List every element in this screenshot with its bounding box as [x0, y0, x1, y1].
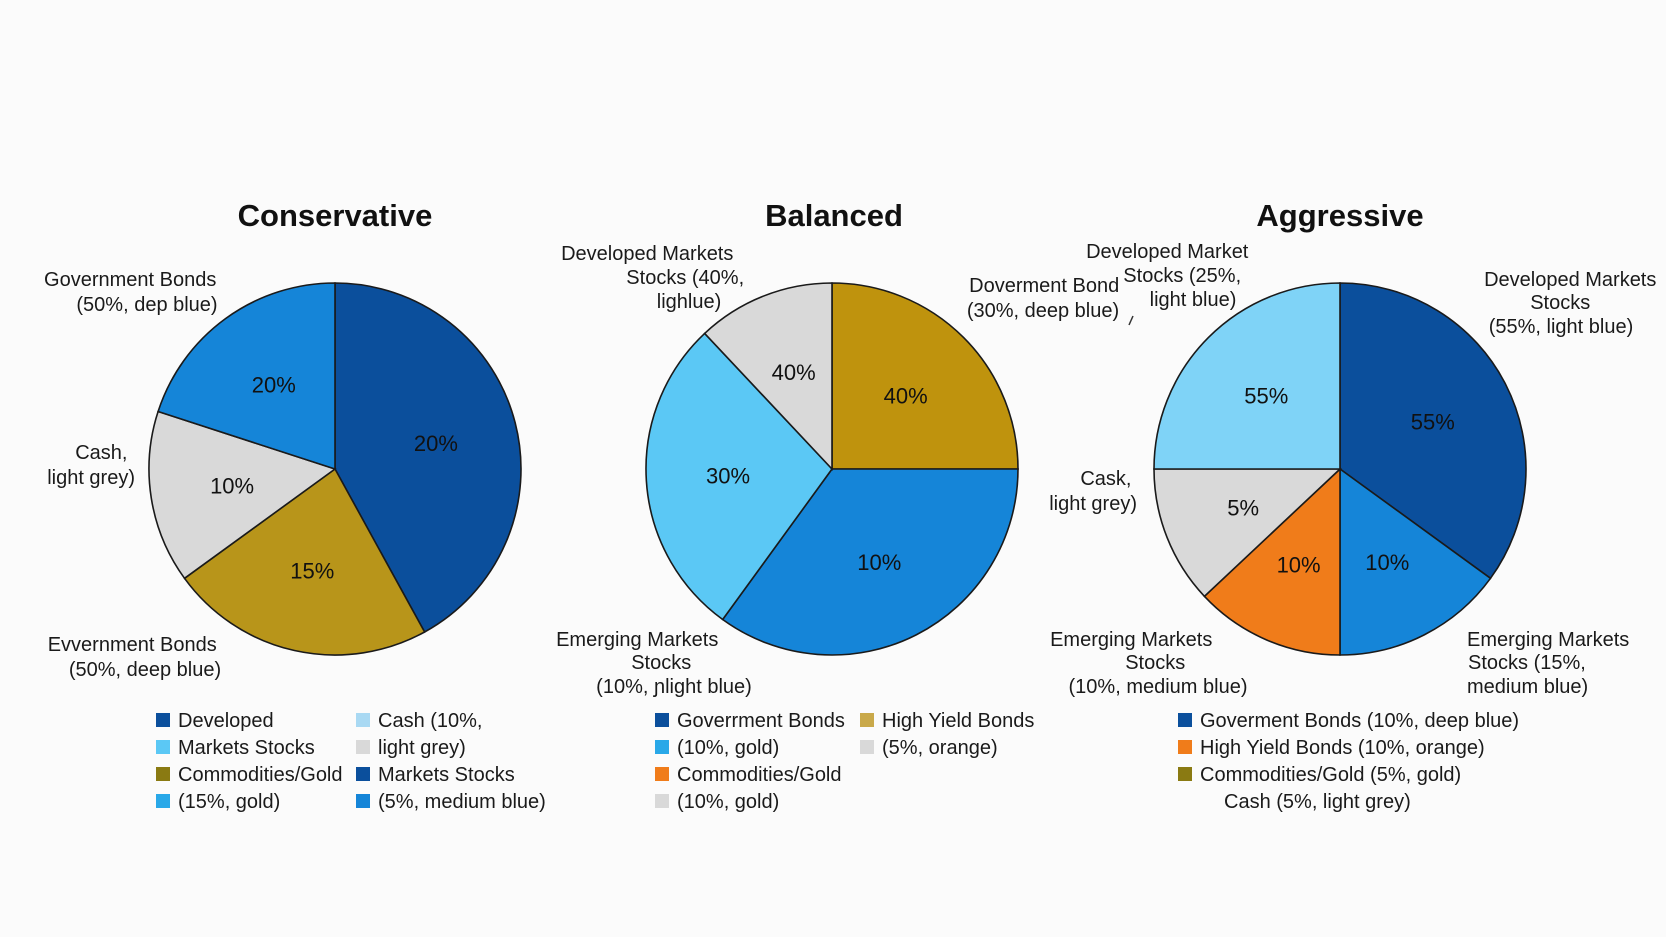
legend-label: Commodities/Gold (5%, gold)	[1200, 764, 1461, 786]
legend-label: Cash (10%,	[378, 710, 483, 732]
slice-value-label: 30%	[706, 464, 750, 489]
legend-label: Goverment Bonds (10%, deep blue)	[1200, 710, 1519, 732]
legend-swatch	[356, 794, 370, 808]
pie-balanced: 40% 10% 30% 40%	[645, 282, 1019, 656]
slice-value-label: 10%	[210, 473, 254, 498]
legend-label: (10%, gold)	[677, 791, 779, 813]
legend-swatch	[860, 713, 874, 727]
slice-value-label: 15%	[290, 559, 334, 584]
legend-swatch	[1178, 740, 1192, 754]
chart-title-aggressive: Aggressive	[1256, 198, 1423, 233]
callout-label: Developed Markets Stocks (40%, lighlue)	[561, 243, 750, 313]
callout-label: Emerging Markets Stocks (15%, medium blu…	[1467, 629, 1635, 698]
slice-value-label: 10%	[857, 550, 901, 575]
slice-value-label: 20%	[252, 373, 296, 398]
legend-label: High Yield Bonds (10%, orange)	[1200, 737, 1485, 759]
pie-slice-cash	[148, 410, 337, 580]
legend-swatch	[356, 767, 370, 781]
pie-conservative: 20% 15% 10% 20%	[148, 282, 522, 656]
callout-label: Evvernment Bonds (50%, deep blue)	[48, 634, 223, 681]
legend-swatch	[1178, 713, 1192, 727]
legend-swatch	[156, 740, 170, 754]
legend-label: Markets Stocks	[378, 764, 515, 786]
legend-swatch	[156, 794, 170, 808]
legend-label: light grey)	[378, 737, 466, 759]
pie-slice-developed-markets-stocks	[157, 282, 336, 471]
pie-slice-emerging-markets-stocks	[1339, 467, 1492, 656]
legend-label: Developed	[178, 710, 274, 732]
pie-slice-government-bonds	[721, 468, 1019, 656]
legend-swatch	[655, 740, 669, 754]
pie-slice-high-yield-bonds	[1203, 467, 1341, 656]
slice-value-label: 40%	[772, 360, 816, 385]
slice-value-label: 5%	[1227, 495, 1259, 520]
pie-slice-developed-markets-stocks	[1339, 282, 1527, 580]
pie-slice-cash	[703, 282, 833, 472]
legend-swatch	[356, 713, 370, 727]
legend-label: (15%, gold)	[178, 791, 280, 813]
pie-slice-developed-market-stocks	[1153, 282, 1341, 470]
slice-value-label: 55%	[1244, 383, 1288, 408]
legend-label: Commodities/Gold	[178, 764, 343, 786]
slice-value-label: 10%	[1277, 553, 1321, 578]
legend-swatch	[655, 767, 669, 781]
legend-label: (5%, orange)	[882, 737, 998, 759]
callout-label: Government Bonds (50%, dep blue)	[44, 269, 222, 316]
legend-swatch	[1178, 767, 1192, 781]
chart-title-balanced: Balanced	[765, 198, 903, 233]
pie-aggressive: 55% 10% 10% 5% 55%	[1153, 282, 1527, 656]
pie-slice-commodities-gold	[183, 467, 426, 656]
legend-label: High Yield Bonds	[882, 710, 1034, 732]
leader-line	[1128, 315, 1134, 326]
callout-label: Cash, light grey)	[47, 442, 135, 489]
pie-slice-emerging-markets-stocks	[645, 332, 834, 621]
slice-value-label: 10%	[1365, 550, 1409, 575]
callout-label: Cask, light grey)	[1049, 468, 1137, 515]
callout-label: Emerging Markets Stocks (10%, medium blu…	[1050, 629, 1247, 698]
legend-label: Commodities/Gold	[677, 764, 842, 786]
pie-slice-commodities-gold	[831, 282, 1019, 470]
legend-balanced: Goverrment Bonds (10%, gold) Commodities/G…	[655, 710, 1034, 813]
legend-swatch	[156, 713, 170, 727]
callout-label: Developed Market Stocks (25%, light blue…	[1086, 241, 1254, 311]
legend-swatch	[655, 713, 669, 727]
slice-value-label: 55%	[1411, 410, 1455, 435]
legend-conservative: Developed Markets Stocks Commodities/Gold (…	[156, 710, 546, 813]
legend-label: (5%, medium blue)	[378, 791, 546, 813]
legend-aggressive: Goverment Bonds (10%, deep blue) High Yie…	[1178, 710, 1519, 813]
slice-value-label: 40%	[884, 383, 928, 408]
legend-swatch	[356, 740, 370, 754]
legend-label: (10%, gold)	[677, 737, 779, 759]
legend-label: Cash (5%, light grey)	[1224, 791, 1411, 813]
callout-label: Doverment Bond (30%, deep blue)	[967, 275, 1125, 322]
callout-label: Emerging Markets Stocks (10%, ɲlight blu…	[556, 629, 752, 698]
pie-slice-cash	[1153, 468, 1343, 598]
pie-slice-government-bonds	[334, 282, 522, 634]
legend-swatch	[655, 794, 669, 808]
legend-label: Markets Stocks	[178, 737, 315, 759]
legend-swatch	[860, 740, 874, 754]
legend-swatch	[156, 767, 170, 781]
slice-value-label: 20%	[414, 431, 458, 456]
callout-label: Developed Markets Stocks (55%, light blu…	[1484, 269, 1662, 338]
legend-label: Goverrment Bonds	[677, 710, 845, 732]
chart-title-conservative: Conservative	[238, 198, 433, 233]
